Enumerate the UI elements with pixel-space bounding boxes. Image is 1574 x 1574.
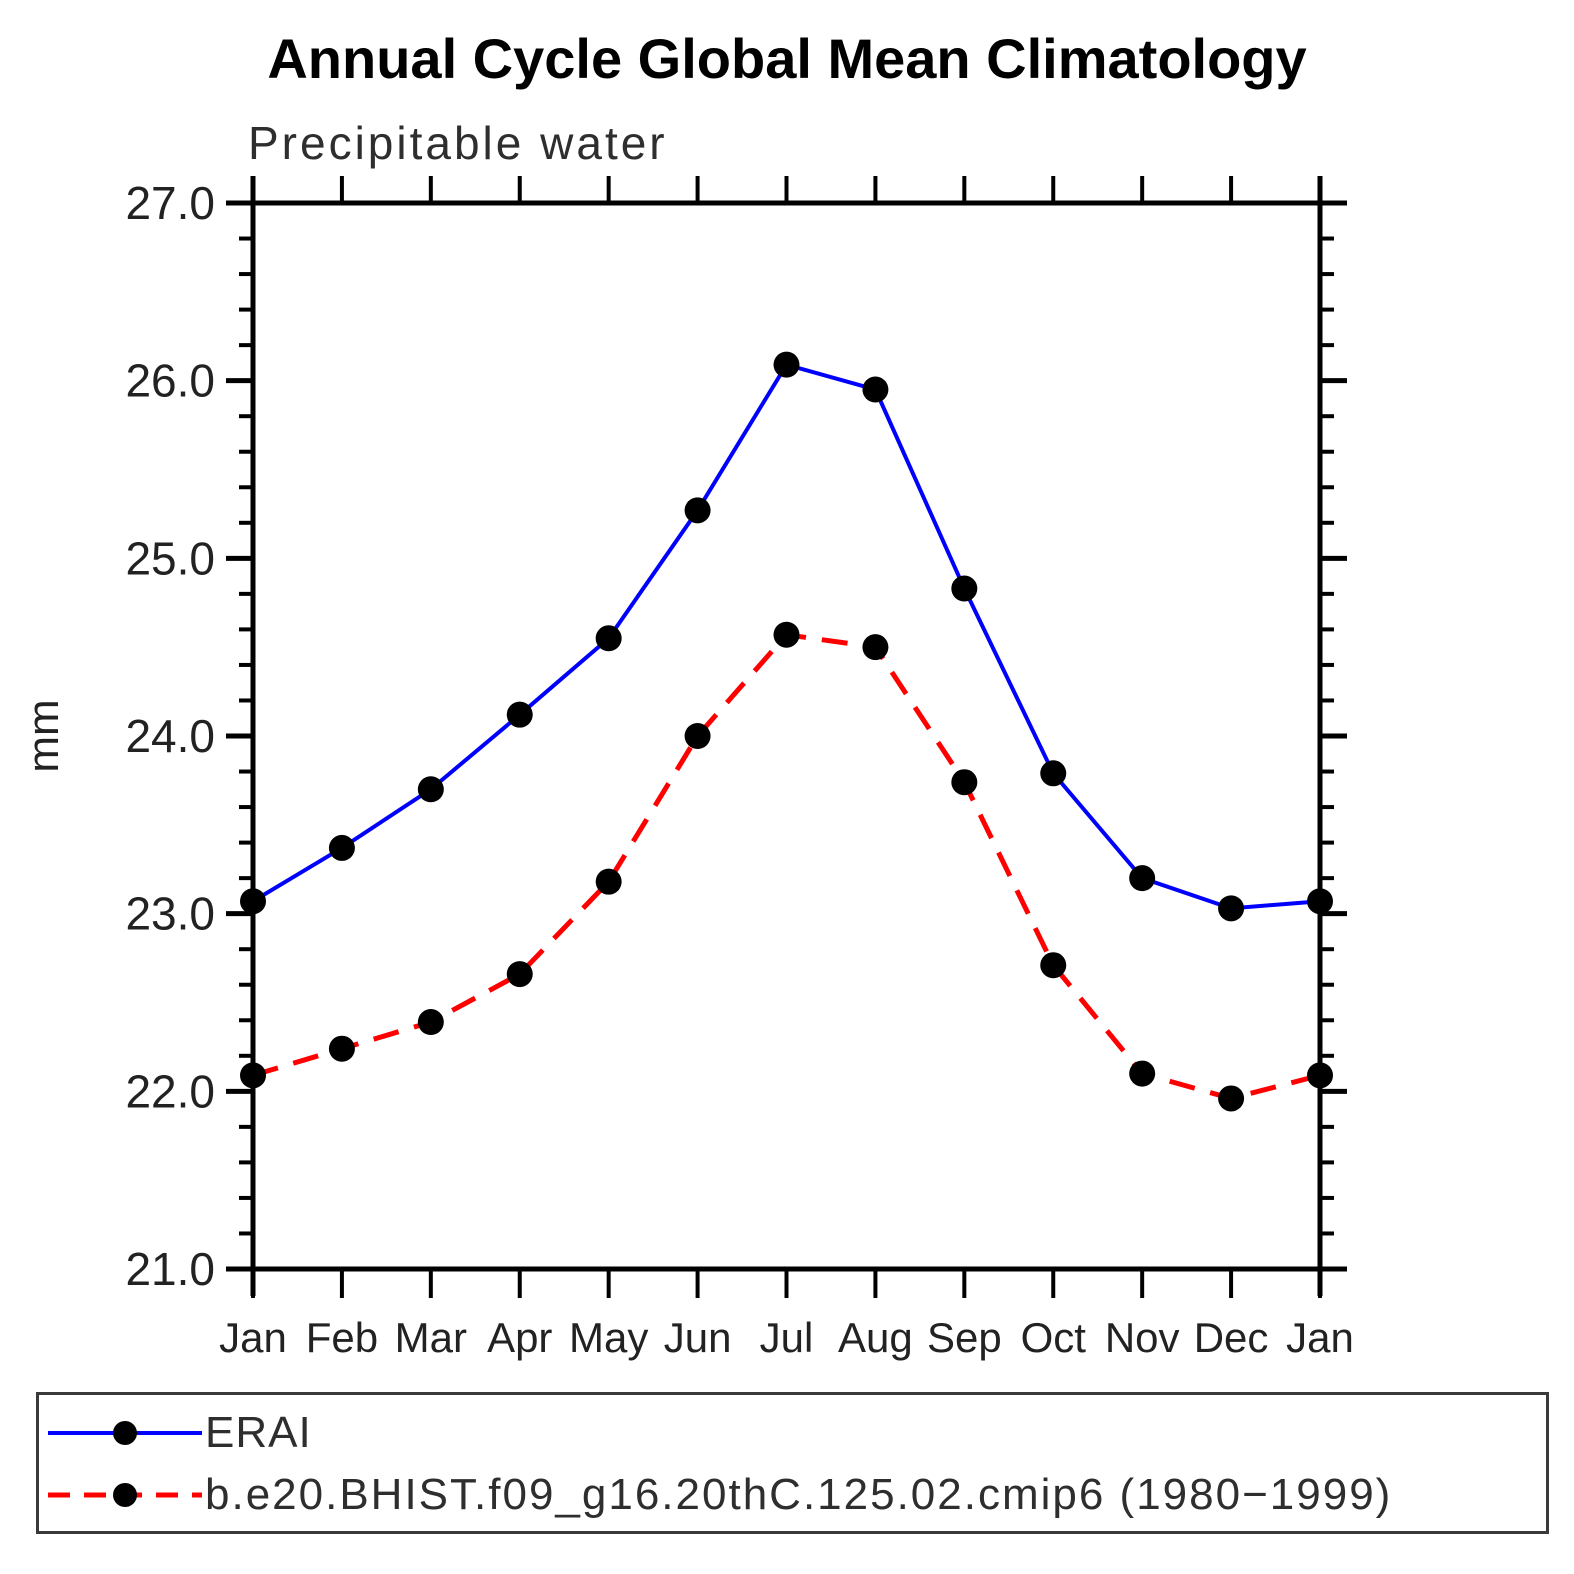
legend-line-sample-erai xyxy=(48,1421,202,1445)
x-tick-label: Jul xyxy=(760,1314,814,1361)
erai-sample-dot xyxy=(113,1421,137,1445)
model-sample-dot xyxy=(113,1483,137,1507)
legend-item-erai: ERAI xyxy=(39,1408,312,1457)
x-tick-label: Aug xyxy=(838,1314,913,1361)
x-tick-label: Sep xyxy=(927,1314,1002,1361)
x-tick-label: Jun xyxy=(664,1314,732,1361)
x-tick-label: Oct xyxy=(1021,1314,1087,1361)
erai-data-point-dot xyxy=(1307,888,1333,915)
y-tick-label: 26.0 xyxy=(125,355,215,407)
y-tick-label: 23.0 xyxy=(125,888,215,940)
x-tick-label: Dec xyxy=(1194,1314,1269,1361)
chart-title: Annual Cycle Global Mean Climatology xyxy=(267,27,1307,90)
erai-data-point-dot xyxy=(595,625,622,652)
erai-data-point-dot xyxy=(1040,760,1067,787)
legend-label-erai: ERAI xyxy=(205,1408,312,1457)
model-data-point-dot xyxy=(773,621,800,648)
model-data-point-dot xyxy=(506,961,533,988)
erai-data-point-dot xyxy=(773,351,800,378)
model-data-point-dot xyxy=(1040,952,1067,979)
x-tick-label: Feb xyxy=(306,1314,378,1361)
x-tick-label: Jan xyxy=(219,1314,287,1361)
model-data-point-dot xyxy=(595,868,622,895)
erai-data-point-dot xyxy=(506,701,533,728)
model-data-point-dot xyxy=(1218,1085,1245,1112)
y-tick-label: 22.0 xyxy=(125,1065,215,1117)
x-tick-label: Mar xyxy=(395,1314,467,1361)
chart-subtitle: Precipitable water xyxy=(248,117,668,169)
erai-data-point-dot xyxy=(684,497,711,524)
model-data-point-dot xyxy=(417,1009,444,1036)
model-data-point-dot xyxy=(862,634,889,661)
model-data-point-dot xyxy=(328,1035,355,1062)
legend-label-model: b.e20.BHIST.f09_g16.20thC.125.02.cmip6 (… xyxy=(205,1470,1393,1519)
x-tick-label: Jan xyxy=(1286,1314,1354,1361)
erai-data-point-dot xyxy=(1218,895,1245,922)
model-line xyxy=(252,632,1321,1102)
erai-data-point-dot xyxy=(862,376,889,403)
x-tick-label: Nov xyxy=(1105,1314,1180,1361)
legend-box: ERAI b.e20.BHIST.f09_g16.20thC.125.02.cm… xyxy=(36,1392,1549,1534)
y-tick-label: 24.0 xyxy=(125,710,215,762)
legend-line-sample-model xyxy=(48,1483,202,1507)
erai-data-point-dot xyxy=(951,575,978,602)
model-data-point-dot xyxy=(951,769,978,796)
legend-item-model: b.e20.BHIST.f09_g16.20thC.125.02.cmip6 (… xyxy=(39,1470,1392,1519)
y-axis-label: mm xyxy=(19,699,68,772)
y-tick-label: 27.0 xyxy=(125,177,215,229)
y-tick-label: 25.0 xyxy=(125,532,215,584)
x-tick-label: May xyxy=(569,1314,648,1361)
model-data-point-dot xyxy=(1307,1062,1333,1089)
model-data-point-dot xyxy=(240,1062,266,1089)
erai-data-point-dot xyxy=(240,888,266,915)
erai-data-point-dot xyxy=(328,834,355,861)
y-tick-label: 21.0 xyxy=(125,1243,215,1295)
model-data-point-dot xyxy=(1129,1060,1156,1087)
erai-data-point-dot xyxy=(417,776,444,803)
model-data-point-dot xyxy=(684,723,711,749)
x-tick-label: Apr xyxy=(487,1314,552,1361)
erai-data-point-dot xyxy=(1129,865,1156,892)
